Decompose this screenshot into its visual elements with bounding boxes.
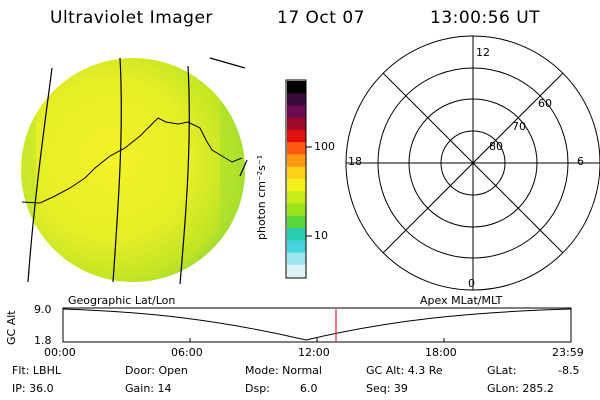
polar-ring-label-60: 60 (538, 97, 552, 110)
date-label: 17 Oct 07 (277, 8, 365, 28)
info-door: Door: Open (125, 364, 188, 377)
coastline (21, 117, 243, 204)
timeline-left-title: Geographic Lat/Lon (68, 294, 176, 307)
timeline-xtick-label: 12:00 (298, 346, 330, 359)
timeline-ylabel: GC Alt (5, 310, 18, 345)
color-bar-band (287, 130, 306, 143)
timeline-ytick-top: 9.0 (34, 303, 52, 316)
timeline-xticks (62, 338, 572, 342)
color-bar-band (287, 93, 306, 106)
timeline-xtick-label: 06:00 (171, 346, 203, 359)
info-dsp-value: 6.0 (300, 382, 318, 395)
color-bar-unit: photon cm⁻²s⁻¹ (255, 154, 268, 240)
polar-label-18: 18 (348, 155, 362, 168)
coastline (239, 159, 248, 177)
longitude-line (112, 57, 122, 283)
color-bar-band (287, 228, 306, 241)
info-flt: Flt: LBHL (12, 364, 61, 377)
polar-ring-label-70: 70 (512, 120, 526, 133)
color-bar-band (287, 191, 306, 204)
color-bar-band (287, 166, 306, 180)
info-gcalt: GC Alt: 4.3 Re (366, 364, 443, 377)
color-bar-unit-wrap: photon cm⁻²s⁻¹ (255, 155, 275, 260)
info-ip: IP: 36.0 (12, 382, 54, 395)
timeline-ytick-bottom: 1.8 (34, 334, 52, 347)
timeline-ylabel-wrap: GC Alt (5, 310, 25, 365)
timeline-xtick-label: 23:59 (552, 346, 584, 359)
polar-label-6: 6 (577, 155, 584, 168)
color-bar-band (287, 117, 306, 131)
color-bar-band (287, 154, 306, 168)
timeline-xtick-label: 00:00 (44, 346, 76, 359)
timeline-right-title: Apex MLat/MLT (420, 294, 503, 307)
color-bar-band (287, 264, 306, 278)
info-glon: GLon: 285.2 (487, 382, 554, 395)
polar-grid (345, 35, 600, 291)
time-label: 13:00:56 UT (430, 8, 541, 28)
timeline-xtick-label: 18:00 (425, 346, 457, 359)
info-seq: Seq: 39 (366, 382, 408, 395)
color-bar-band (287, 203, 306, 217)
altitude-curve (62, 308, 572, 341)
longitude-line (27, 67, 53, 283)
color-bar-tick-label: 10 (314, 229, 328, 242)
polar-ring-label-80: 80 (489, 140, 503, 153)
polar-label-12: 12 (476, 46, 490, 59)
polar-diagonal (382, 72, 564, 254)
color-bar-band (287, 142, 306, 155)
color-bar-frame (285, 79, 307, 279)
polar-label-0: 0 (468, 277, 475, 290)
color-bar (287, 81, 306, 278)
color-bar-tick-label: 100 (314, 140, 335, 153)
color-bar-band (287, 179, 306, 192)
uv-image-disk (21, 57, 248, 285)
info-mode: Mode: Normal (245, 364, 322, 377)
color-bar-band (287, 81, 306, 94)
longitude-line (179, 65, 190, 285)
color-bar-band (287, 215, 306, 229)
info-glat-label: GLat: (487, 364, 517, 377)
info-dsp-label: Dsp: (245, 382, 270, 395)
info-glat-value: -8.5 (558, 364, 580, 377)
info-gain: Gain: 14 (125, 382, 172, 395)
color-bar-band (287, 240, 306, 253)
color-bar-band (287, 105, 306, 119)
color-bar-band (287, 252, 306, 266)
app-title: Ultraviolet Imager (50, 8, 213, 28)
coastline (209, 57, 246, 69)
